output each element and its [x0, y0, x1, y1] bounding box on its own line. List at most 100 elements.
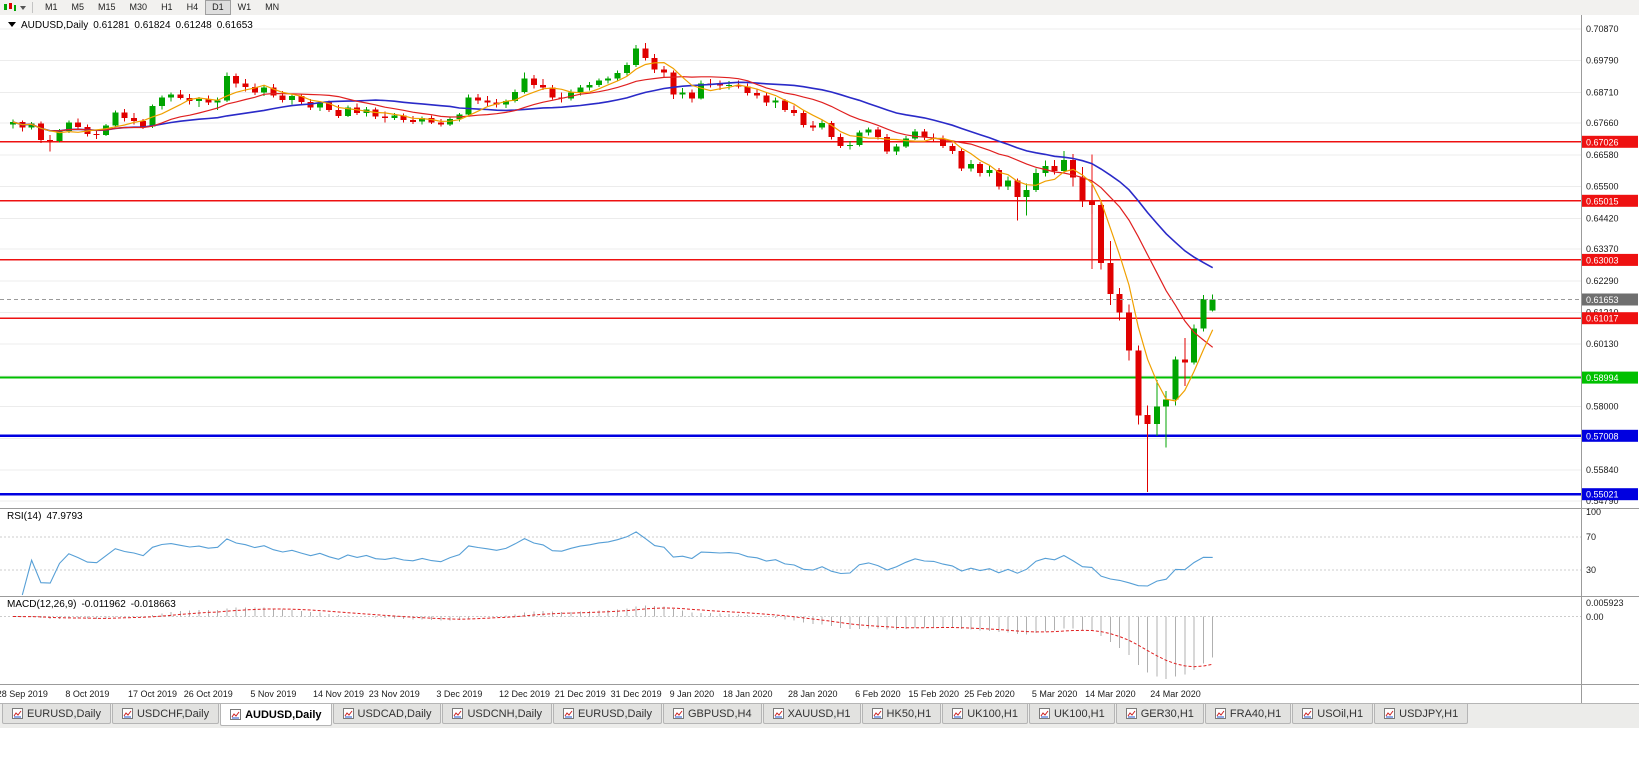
chevron-down-icon[interactable]: [20, 5, 26, 10]
svg-text:3 Dec 2019: 3 Dec 2019: [436, 689, 482, 699]
svg-text:0.58000: 0.58000: [1586, 402, 1619, 412]
timeframe-m30-button[interactable]: M30: [129, 2, 148, 12]
timeframe-m1-button[interactable]: M1: [45, 2, 58, 12]
svg-text:0.64420: 0.64420: [1586, 213, 1619, 223]
timeframe-h1-button[interactable]: H1: [161, 2, 173, 12]
price-level-tags: 0.67026 0.65015 0.63003 0.61017 0.58994 0.570…: [1582, 135, 1638, 501]
rsi-panel: 100 70 30: [0, 507, 1601, 596]
timeframe-h4-button[interactable]: H4: [186, 2, 199, 12]
chart-tab-label: GBPUSD,H4: [688, 707, 752, 720]
chart-tab-label: EURUSD,Daily: [27, 707, 101, 720]
macd-signal-line: [12, 607, 1213, 668]
timeframe-mn-button[interactable]: MN: [265, 2, 280, 12]
timeframe-buttons: M1 M5 M15 M30 H1 H4 D1 W1 MN: [38, 0, 286, 15]
chart-tab-hk50-h1[interactable]: HK50,H1: [861, 704, 942, 724]
chart-tab-label: USDCHF,Daily: [136, 707, 210, 720]
price-chart-canvas[interactable]: 0.70870 0.69790 0.68710 0.67660 0.66580 0.655…: [0, 15, 1639, 703]
svg-text:70: 70: [1586, 532, 1596, 542]
chart-tab-label: UK100,H1: [1053, 707, 1105, 720]
svg-text:24 Mar 2020: 24 Mar 2020: [1150, 689, 1201, 699]
svg-text:31 Dec 2019: 31 Dec 2019: [611, 689, 662, 699]
svg-text:9 Jan 2020: 9 Jan 2020: [670, 689, 715, 699]
chart-tab-label: USDCNH,Daily: [467, 707, 543, 720]
svg-text:30: 30: [1586, 565, 1596, 575]
svg-text:0.55021: 0.55021: [1586, 490, 1619, 500]
chart-tab-uk100-h1[interactable]: UK100,H1: [1028, 704, 1115, 724]
svg-text:0.63003: 0.63003: [1586, 255, 1619, 265]
candlesticks: [10, 43, 1216, 492]
chart-tab-label: USOil,H1: [1317, 707, 1364, 720]
chart-tab-label: FRA40,H1: [1229, 707, 1282, 720]
timeframe-m5-button[interactable]: M5: [71, 2, 85, 12]
svg-text:0.58994: 0.58994: [1586, 373, 1619, 383]
chart-area[interactable]: 0.70870 0.69790 0.68710 0.67660 0.66580 0.655…: [0, 15, 1639, 703]
svg-text:0.005923: 0.005923: [1586, 598, 1624, 608]
price-gridlines: [0, 28, 1581, 502]
date-axis: 28 Sep 2019 8 Oct 2019 17 Oct 2019 26 Oct 2…: [0, 689, 1201, 699]
chart-tab-gbpusd-h4[interactable]: GBPUSD,H4: [663, 704, 762, 724]
mini-chart-icon: [121, 708, 133, 719]
svg-text:0.54790: 0.54790: [1586, 496, 1619, 506]
chart-tab-fra40-h1[interactable]: FRA40,H1: [1204, 704, 1292, 724]
timeframe-w1-button[interactable]: W1: [237, 2, 252, 12]
chart-candles-icon[interactable]: [3, 2, 17, 13]
horizontal-level-lines: [0, 141, 1581, 496]
svg-text:0.61017: 0.61017: [1586, 314, 1619, 324]
chart-tab-ger30-h1[interactable]: GER30,H1: [1115, 704, 1204, 724]
mini-chart-icon: [12, 708, 23, 719]
mini-chart-icon: [563, 708, 575, 719]
mini-chart-icon: [230, 709, 242, 720]
chart-tab-eurusd-daily[interactable]: EURUSD,Daily: [553, 704, 662, 724]
svg-text:0.62290: 0.62290: [1586, 276, 1619, 286]
ma-mid-line: [12, 76, 1214, 348]
toolbar-separator: [32, 2, 33, 13]
chart-tab-usdcad-daily[interactable]: USDCAD,Daily: [332, 704, 442, 724]
svg-text:17 Oct 2019: 17 Oct 2019: [128, 689, 177, 699]
svg-text:5 Mar 2020: 5 Mar 2020: [1032, 689, 1078, 699]
svg-text:0.66580: 0.66580: [1586, 150, 1619, 160]
chart-tab-label: USDJPY,H1: [1399, 707, 1459, 720]
svg-text:26 Oct 2019: 26 Oct 2019: [184, 689, 233, 699]
svg-text:0.57008: 0.57008: [1586, 431, 1619, 441]
chart-tab-usdcnh-daily[interactable]: USDCNH,Daily: [442, 704, 553, 724]
chart-tab-audusd-daily[interactable]: AUDUSD,Daily: [220, 704, 332, 726]
timeframe-m15-button[interactable]: M15: [98, 2, 116, 12]
chart-tab-label: EURUSD,Daily: [578, 707, 652, 720]
svg-text:0.69790: 0.69790: [1586, 56, 1619, 66]
mini-chart-icon: [1125, 708, 1137, 719]
mini-chart-icon: [1038, 708, 1050, 719]
ma-slow-line: [12, 81, 1214, 269]
mini-chart-icon: [1302, 708, 1314, 719]
svg-text:0.70870: 0.70870: [1586, 24, 1619, 34]
chart-tab-eurusd-daily[interactable]: EURUSD,Daily: [2, 704, 111, 724]
svg-text:18 Jan 2020: 18 Jan 2020: [723, 689, 773, 699]
chart-tab-usdjpy-h1[interactable]: USDJPY,H1: [1374, 704, 1469, 724]
panel-separators: [0, 15, 1639, 703]
mini-chart-icon: [772, 708, 784, 719]
svg-text:0.63370: 0.63370: [1586, 244, 1619, 254]
svg-text:5 Nov 2019: 5 Nov 2019: [250, 689, 296, 699]
svg-text:6 Feb 2020: 6 Feb 2020: [855, 689, 901, 699]
svg-text:12 Dec 2019: 12 Dec 2019: [499, 689, 550, 699]
svg-text:0.55840: 0.55840: [1586, 465, 1619, 475]
chart-tab-uk100-h1[interactable]: UK100,H1: [942, 704, 1028, 724]
svg-text:0.65015: 0.65015: [1586, 196, 1619, 206]
chart-tab-usdchf-daily[interactable]: USDCHF,Daily: [111, 704, 220, 724]
svg-text:14 Nov 2019: 14 Nov 2019: [313, 689, 364, 699]
svg-text:0.61653: 0.61653: [1586, 295, 1619, 305]
rsi-line: [21, 531, 1213, 596]
svg-text:0.00: 0.00: [1586, 612, 1604, 622]
timeframe-toolbar: M1 M5 M15 M30 H1 H4 D1 W1 MN: [0, 0, 1639, 16]
svg-text:14 Mar 2020: 14 Mar 2020: [1085, 689, 1136, 699]
chart-tab-usoil-h1[interactable]: USOil,H1: [1292, 704, 1374, 724]
svg-text:15 Feb 2020: 15 Feb 2020: [908, 689, 959, 699]
chart-tab-label: GER30,H1: [1140, 707, 1194, 720]
chart-tab-xauusd-h1[interactable]: XAUUSD,H1: [762, 704, 861, 724]
mini-chart-icon: [1384, 708, 1396, 719]
mini-chart-icon: [1214, 708, 1226, 719]
timeframe-d1-button[interactable]: D1: [205, 0, 231, 15]
chart-tab-label: AUDUSD,Daily: [245, 708, 322, 721]
svg-text:100: 100: [1586, 507, 1601, 517]
mini-chart-icon: [452, 708, 464, 719]
